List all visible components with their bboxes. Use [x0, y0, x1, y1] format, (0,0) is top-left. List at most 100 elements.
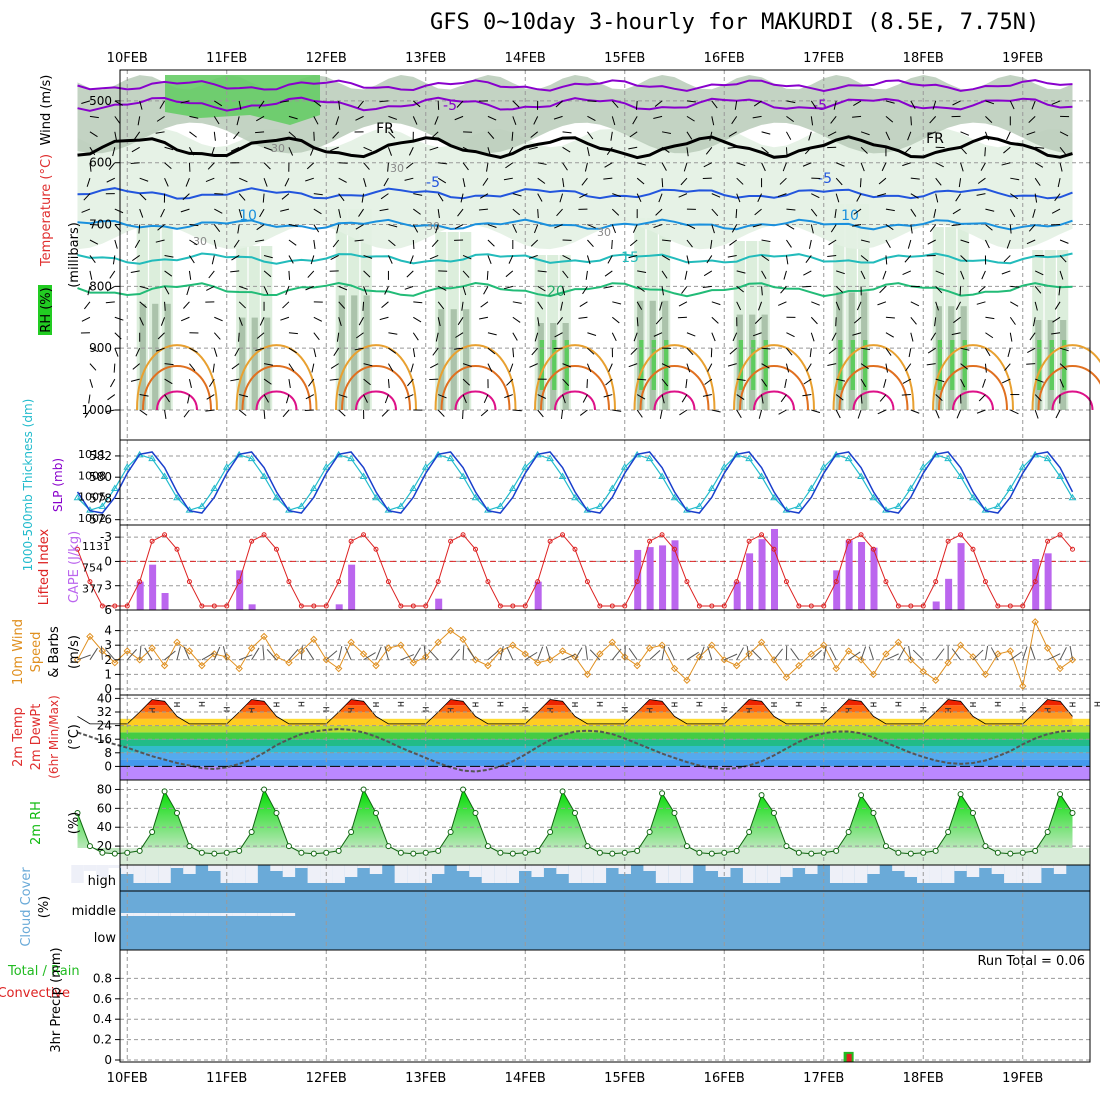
slp-marker [210, 484, 219, 492]
wind-barb [852, 224, 862, 227]
wind-barb [661, 131, 671, 135]
rh-marker [721, 849, 728, 856]
wind-speed-marker [260, 632, 268, 641]
wind-barb [431, 239, 439, 248]
rh-column-dark [239, 317, 246, 410]
wind-barb [587, 224, 596, 229]
wind-barb [164, 301, 166, 311]
wind-barb-10m [239, 654, 253, 661]
wind-barb [157, 332, 165, 340]
wind-barb [186, 286, 190, 296]
wind-barb [256, 224, 265, 231]
wind-barb [985, 332, 994, 339]
wind-barb [960, 146, 967, 155]
isotherm-label: -5 [813, 98, 827, 114]
wind-barb [164, 254, 174, 258]
wind-speed-marker [111, 659, 119, 667]
thickness-y-tick-label: 582 [89, 449, 112, 463]
wind-barb [636, 317, 639, 327]
wind-barb [213, 224, 221, 233]
wind-barb [981, 270, 986, 280]
date-label-bottom: 14FEB [505, 1071, 546, 1086]
wind-barb [89, 162, 92, 172]
cloud-high-gap [481, 865, 495, 883]
wind-barb [562, 146, 571, 153]
rh-base-fill [120, 848, 1090, 865]
temp-minmax-marker [273, 702, 280, 707]
isotherm-dome [534, 344, 616, 411]
rh-marker [671, 810, 678, 817]
date-label-bottom: 12FEB [306, 1071, 347, 1086]
wind-barb [482, 177, 489, 186]
wind-barb [462, 286, 467, 296]
wind-barb [1059, 347, 1069, 352]
rh-column-moist [552, 340, 557, 390]
wind-speed-marker [310, 635, 318, 644]
rh-marker [783, 843, 790, 850]
wind-barb [703, 270, 713, 277]
wind-barb [388, 239, 396, 247]
wind-barb [213, 131, 216, 141]
wind-barb [288, 347, 297, 354]
slp-marker [558, 472, 567, 479]
wind-barb [1059, 162, 1063, 172]
rh-marker [348, 828, 355, 835]
cloud-mid-gap [170, 913, 184, 916]
wind-barb [188, 270, 192, 280]
wind-barb-10m [984, 645, 989, 660]
wind-barb-10m [707, 646, 713, 660]
temp-color-band [120, 739, 1090, 746]
wind-barb [381, 409, 389, 417]
wind-speed-marker [956, 641, 965, 649]
wind-barb [132, 363, 141, 370]
wind-barb [955, 301, 962, 310]
lifted-index-marker [597, 603, 603, 609]
wind-barb [408, 147, 414, 156]
wind-barb [810, 208, 818, 217]
rh-y-tick-label: 60 [97, 801, 112, 815]
lifted-index-marker [982, 579, 988, 585]
wind-barb [159, 100, 165, 109]
cloud-high-gap [1053, 865, 1067, 874]
wind-barb [908, 348, 912, 358]
wind-barb [603, 394, 613, 398]
wind-barb [810, 332, 815, 342]
wind-barb [885, 131, 891, 141]
isotherm-dome [838, 364, 909, 411]
lifted-index-marker [87, 579, 93, 585]
wind-barb-10m [450, 648, 461, 661]
wind-barb [960, 131, 970, 136]
rh-column-moist [937, 340, 943, 390]
slp-marker [247, 454, 256, 462]
wind-barb [659, 409, 663, 419]
cape-bar [870, 547, 878, 610]
wind-barb [711, 193, 721, 198]
lifted-index-marker [274, 546, 279, 552]
temp-minmax-marker [174, 702, 180, 707]
wind-speed-marker [645, 644, 654, 652]
rh-column-moist [1049, 340, 1054, 390]
ylabel-slp: SLP (mb) [51, 458, 65, 512]
wind-barb [661, 146, 670, 153]
wind-barb [830, 224, 837, 233]
lifted-index-marker [771, 546, 777, 552]
wind-barb [363, 162, 370, 170]
wind-barb [1001, 270, 1011, 275]
wind-barb [263, 394, 269, 403]
rh-contour-label: 30 [597, 226, 611, 239]
wind-barb-10m [562, 653, 576, 661]
wind-barb [1009, 332, 1013, 342]
wind-barb [462, 363, 472, 367]
wind-barb [853, 100, 862, 106]
wind-barb [183, 409, 190, 418]
wind-barb [487, 363, 493, 372]
wind-barb [112, 255, 116, 265]
precip-y-tick-label: 0.6 [93, 992, 112, 1006]
isotherm-label: 10 [841, 208, 859, 224]
wind-barb [462, 146, 472, 152]
wind-barb [388, 224, 398, 228]
wind-speed-marker [1043, 644, 1052, 652]
rh-column-dark [251, 317, 258, 410]
rh-marker [136, 847, 143, 854]
wind-speed-marker [533, 659, 542, 667]
